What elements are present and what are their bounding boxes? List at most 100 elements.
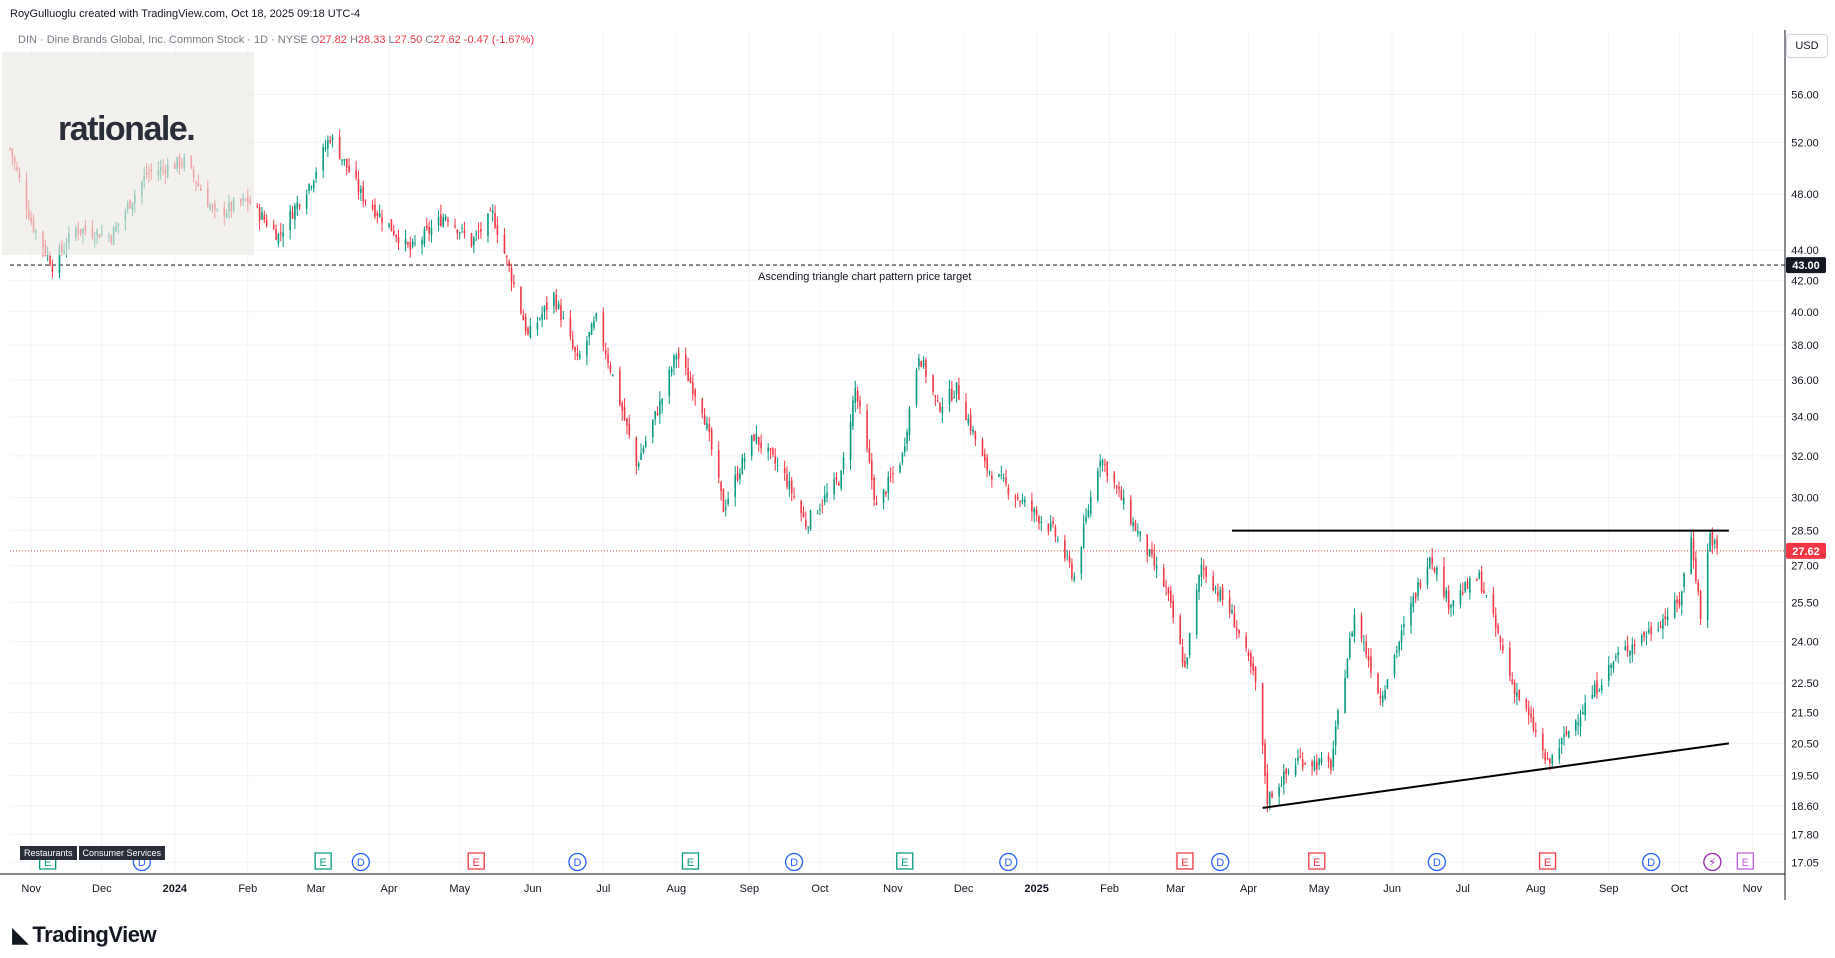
candle	[772, 447, 774, 458]
candle-body	[461, 227, 463, 229]
currency-button[interactable]: USD	[1786, 34, 1828, 58]
candle-body	[543, 306, 546, 313]
candle	[981, 437, 984, 457]
candle-body	[1502, 645, 1504, 651]
candle-body	[338, 136, 341, 160]
candle-body	[739, 473, 741, 480]
candle-body	[1412, 596, 1415, 608]
earnings-marker[interactable]: E	[1736, 852, 1754, 870]
y-tick-label: 18.60	[1791, 801, 1819, 813]
ticker-legend[interactable]: DIN · Dine Brands Global, Inc. Common St…	[18, 34, 534, 46]
candle-body	[793, 496, 795, 498]
candle	[741, 453, 744, 475]
candle	[1049, 514, 1052, 532]
candle-body	[456, 229, 459, 234]
candle-body	[1250, 652, 1252, 667]
candle	[1120, 485, 1123, 501]
dividend-marker[interactable]: D	[784, 852, 804, 872]
tradingview-logo[interactable]: ◣ TradingView	[12, 922, 157, 948]
candle-body	[1205, 567, 1207, 577]
trendline-support	[1262, 742, 1729, 809]
candle-body	[1066, 554, 1069, 556]
earnings-marker[interactable]: E	[681, 852, 700, 870]
candle	[1690, 530, 1692, 575]
candle-body	[1706, 552, 1709, 621]
candle-body	[753, 434, 755, 441]
candle-body	[588, 332, 591, 338]
candle	[553, 291, 555, 314]
y-tick-label: 28.50	[1791, 526, 1819, 538]
candle-body	[345, 158, 348, 168]
candle-body	[642, 447, 645, 453]
candle-body	[720, 481, 722, 492]
candle-body	[282, 232, 284, 237]
sector-tag-1[interactable]: Consumer Services	[78, 846, 166, 860]
candle	[936, 394, 939, 403]
candle	[437, 210, 440, 232]
candle-body	[1600, 685, 1603, 691]
dividend-marker[interactable]: D	[1427, 852, 1447, 872]
candle-body	[842, 457, 845, 470]
candle-body	[1212, 576, 1214, 591]
dividend-marker[interactable]: D	[568, 852, 587, 872]
watermark-panel	[2, 52, 254, 255]
candle-body	[524, 316, 527, 332]
last-price-badge-bg	[1786, 542, 1826, 559]
candle	[1370, 648, 1372, 679]
candle	[1285, 767, 1287, 784]
candle-body	[1509, 647, 1511, 677]
split-marker[interactable]: ⚡	[1703, 852, 1722, 872]
candle-body	[1626, 645, 1629, 652]
candle-body	[1683, 573, 1685, 588]
candle-body	[1129, 499, 1132, 525]
close-value: 27.62	[433, 34, 461, 46]
earnings-marker[interactable]: E	[1538, 852, 1557, 870]
candle-body	[1120, 489, 1123, 501]
x-tick-label: Dec	[954, 883, 974, 895]
dividend-marker[interactable]: D	[1641, 852, 1661, 872]
y-tick-label: 40.00	[1791, 307, 1819, 319]
candle-body	[376, 212, 379, 216]
candle-body	[652, 419, 654, 437]
candle	[925, 357, 927, 384]
candle-body	[1615, 656, 1617, 659]
candle-body	[1633, 644, 1636, 647]
y-tick-label: 27.00	[1791, 561, 1819, 573]
candle	[661, 397, 664, 414]
candle-body	[275, 229, 277, 241]
dividend-marker[interactable]: D	[999, 852, 1018, 872]
candle	[1513, 679, 1516, 704]
candle	[767, 442, 769, 461]
dividend-marker[interactable]: D	[351, 852, 370, 872]
candle-body	[802, 511, 805, 518]
candle-body	[562, 317, 565, 319]
candle	[510, 263, 513, 292]
candle	[892, 466, 894, 484]
candle-body	[574, 347, 576, 353]
candle	[802, 505, 805, 518]
candle-body	[407, 242, 409, 245]
candle-body	[1162, 568, 1165, 587]
last-price-badge-text: 27.62	[1792, 546, 1820, 558]
earnings-marker[interactable]: E	[1176, 852, 1194, 870]
sector-tag-0[interactable]: Restaurants	[20, 846, 77, 860]
candle-body	[312, 180, 315, 189]
earnings-marker[interactable]: E	[467, 852, 485, 870]
candle-body	[1370, 656, 1372, 673]
candle	[1097, 467, 1099, 503]
earnings-marker[interactable]: E	[1308, 852, 1326, 870]
candle	[776, 457, 779, 473]
candle	[1461, 582, 1464, 596]
candle	[1186, 657, 1189, 669]
earnings-marker[interactable]: E	[896, 852, 914, 870]
candle	[289, 205, 291, 240]
dividend-marker[interactable]: D	[1211, 852, 1230, 872]
candle	[1567, 730, 1570, 739]
candle	[423, 226, 426, 248]
candle	[376, 210, 379, 224]
candle-body	[503, 234, 506, 254]
earnings-marker[interactable]: E	[314, 852, 332, 870]
candle-body	[1532, 717, 1535, 731]
candle	[1134, 519, 1137, 532]
